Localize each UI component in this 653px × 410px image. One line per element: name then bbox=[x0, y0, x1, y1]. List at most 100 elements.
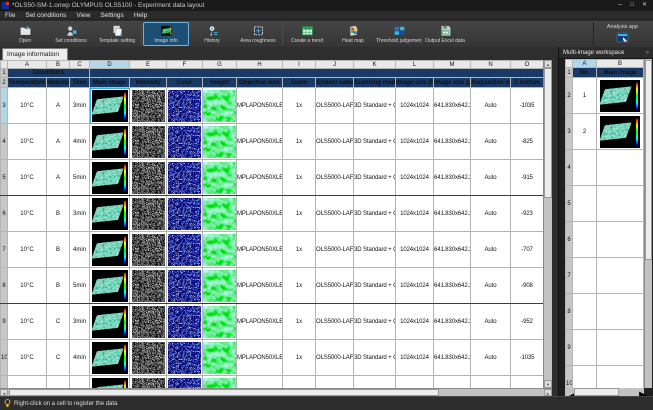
workspace-vertical-scroll-thumb[interactable] bbox=[645, 60, 652, 260]
cell-scanning-mode[interactable]: 3D Standard + Color bbox=[354, 376, 396, 389]
horizontal-scroll-thumb[interactable] bbox=[9, 389, 439, 396]
cell-height-image[interactable] bbox=[203, 268, 237, 304]
scroll-right-arrow[interactable]: ► bbox=[636, 388, 644, 396]
cell-main-image[interactable] bbox=[597, 78, 644, 114]
cell-intensity-image[interactable] bbox=[130, 304, 167, 340]
cell-z-bottom[interactable]: -908 bbox=[511, 268, 544, 304]
close-button[interactable]: ✕ bbox=[642, 1, 647, 10]
cell-time[interactable]: 5min bbox=[70, 268, 90, 304]
row-number[interactable]: 4 bbox=[566, 150, 573, 186]
scroll-down-arrow[interactable]: ▼ bbox=[544, 380, 552, 388]
column-letter[interactable]: N bbox=[471, 61, 511, 69]
row-number[interactable]: 9 bbox=[566, 330, 573, 366]
template-setting-button[interactable]: Template setting bbox=[94, 22, 140, 46]
cell-acquisition-mode[interactable]: Auto bbox=[471, 196, 511, 232]
cell-intensity-image[interactable] bbox=[130, 88, 167, 124]
cell-material[interactable]: A bbox=[47, 160, 70, 196]
cell-temperature[interactable]: 10°C bbox=[8, 196, 47, 232]
cell-no[interactable] bbox=[573, 366, 597, 389]
cell-height-image[interactable] bbox=[203, 196, 237, 232]
cell-no[interactable] bbox=[573, 330, 597, 366]
cell-image-size-pixels[interactable]: 1024x1024 bbox=[396, 340, 434, 376]
row-number[interactable]: 7 bbox=[566, 258, 573, 294]
chevron-right-icon[interactable]: » bbox=[646, 50, 649, 56]
row-number[interactable]: 1 bbox=[566, 68, 573, 78]
cell-color-image[interactable] bbox=[167, 124, 203, 160]
cell-no[interactable] bbox=[573, 186, 597, 222]
minimize-button[interactable]: ─ bbox=[618, 1, 622, 10]
cell-zoom[interactable]: 1x bbox=[283, 124, 316, 160]
cell-time[interactable]: 4min bbox=[70, 124, 90, 160]
cell-image-size-pixels[interactable]: 1024x1024 bbox=[396, 196, 434, 232]
column-letter[interactable]: K bbox=[354, 61, 396, 69]
cell-temperature[interactable]: 10°C bbox=[8, 124, 47, 160]
cell-system-name[interactable]: OLS5000-LAF bbox=[316, 196, 354, 232]
cell-main-image[interactable] bbox=[597, 150, 644, 186]
cell-intensity-image[interactable] bbox=[130, 160, 167, 196]
open-button[interactable]: Open bbox=[2, 22, 48, 46]
cell-temperature[interactable]: 10°C bbox=[8, 376, 47, 389]
cell-intensity-image[interactable] bbox=[130, 232, 167, 268]
cell-no[interactable]: 2 bbox=[573, 114, 597, 150]
cell-zoom[interactable]: 1x bbox=[283, 304, 316, 340]
cell-temperature[interactable]: 10°C bbox=[8, 160, 47, 196]
header-system-name[interactable]: System name bbox=[316, 78, 354, 88]
cell-main-image[interactable] bbox=[597, 366, 644, 389]
cell-zoom[interactable]: 1x bbox=[283, 88, 316, 124]
menu-view[interactable]: View bbox=[76, 12, 90, 19]
column-letter[interactable]: I bbox=[283, 61, 316, 69]
cell-objective-lens[interactable]: MPLAPON50XLEXT bbox=[237, 196, 283, 232]
cell-scanning-mode[interactable]: 3D Standard + Color bbox=[354, 304, 396, 340]
cell-main-image[interactable] bbox=[90, 88, 130, 124]
cell-image-size-um[interactable]: 641.830x642.275 bbox=[434, 124, 471, 160]
area-roughness-button[interactable]: Area roughness bbox=[235, 22, 281, 46]
cell-main-image[interactable] bbox=[90, 268, 130, 304]
cell-image-size-um[interactable]: 641.830x642.275 bbox=[434, 196, 471, 232]
row-number[interactable]: 8 bbox=[1, 268, 8, 304]
row-number[interactable]: 7 bbox=[1, 232, 8, 268]
cell-main-image[interactable] bbox=[90, 340, 130, 376]
column-letter-selected[interactable]: A bbox=[573, 60, 597, 68]
cell-material[interactable]: C bbox=[47, 304, 70, 340]
cell-objective-lens[interactable]: MPLAPON50XLEXT bbox=[237, 304, 283, 340]
cell-image-size-um[interactable]: 641.830x642.275 bbox=[434, 304, 471, 340]
cell-objective-lens[interactable]: MPLAPON50XLEXT bbox=[237, 232, 283, 268]
cell-color-image[interactable] bbox=[167, 268, 203, 304]
cell-no[interactable] bbox=[573, 258, 597, 294]
header-time[interactable]: Time bbox=[70, 78, 90, 88]
cell-zoom[interactable]: 1x bbox=[283, 160, 316, 196]
tab-image-information[interactable]: Image information bbox=[2, 48, 68, 60]
scroll-left-arrow[interactable]: ◄ bbox=[565, 388, 573, 396]
cell-image-size-pixels[interactable]: 1024x1024 bbox=[396, 376, 434, 389]
column-letter[interactable]: M bbox=[434, 61, 471, 69]
cell-objective-lens[interactable]: MPLAPON50XLEXT bbox=[237, 376, 283, 389]
cell-main-image[interactable] bbox=[597, 330, 644, 366]
column-letter-selected[interactable]: D bbox=[90, 61, 130, 69]
header-objective-lens[interactable]: Objective lens bbox=[237, 78, 283, 88]
image-info-button[interactable]: Image info bbox=[143, 22, 189, 46]
cell-intensity-image[interactable] bbox=[130, 340, 167, 376]
column-letter[interactable]: A bbox=[8, 61, 47, 69]
header-material[interactable]: Material bbox=[47, 78, 70, 88]
cell-image-size-pixels[interactable]: 1024x1024 bbox=[396, 304, 434, 340]
cell-z-bottom[interactable]: -952 bbox=[511, 304, 544, 340]
cell-system-name[interactable]: OLS5000-LAF bbox=[316, 88, 354, 124]
cell-main-image[interactable] bbox=[90, 196, 130, 232]
header-intensity[interactable]: Intensity bbox=[130, 78, 167, 88]
column-letter[interactable]: L bbox=[396, 61, 434, 69]
cell-z-bottom[interactable]: -915 bbox=[511, 160, 544, 196]
workspace-horizontal-scroll-thumb[interactable] bbox=[574, 388, 619, 396]
header-temperature[interactable]: Temperature bbox=[8, 78, 47, 88]
cell-zoom[interactable]: 1x bbox=[283, 376, 316, 389]
column-letter[interactable]: G bbox=[203, 61, 237, 69]
cell-main-image[interactable] bbox=[90, 160, 130, 196]
cell-image-size-um[interactable]: 641.830x642.275 bbox=[434, 88, 471, 124]
cell-no[interactable] bbox=[573, 150, 597, 186]
column-letter[interactable]: H bbox=[237, 61, 283, 69]
cell-color-image[interactable] bbox=[167, 340, 203, 376]
cell-system-name[interactable]: OLS5000-LAF bbox=[316, 304, 354, 340]
cell-image-size-um[interactable]: 641.830x642.275 bbox=[434, 268, 471, 304]
cell-time[interactable]: 5min bbox=[70, 160, 90, 196]
column-letter[interactable]: E bbox=[130, 61, 167, 69]
row-number[interactable]: 6 bbox=[566, 222, 573, 258]
